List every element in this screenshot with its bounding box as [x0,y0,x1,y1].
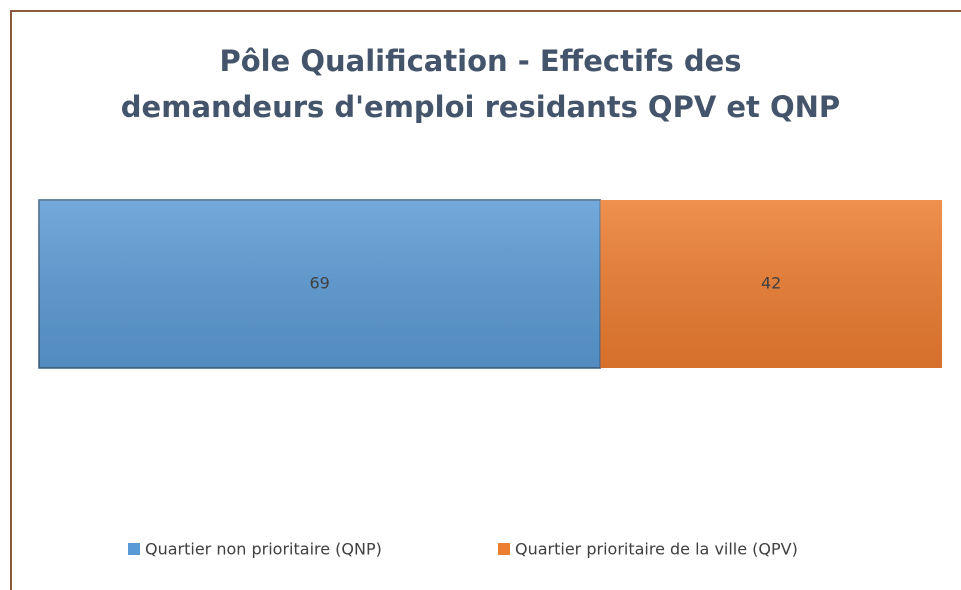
chart-title: Pôle Qualification - Effectifs des deman… [120,44,841,124]
data-label: 42 [761,274,781,293]
title-wrap: Pôle Qualification - Effectifs des deman… [0,38,961,130]
data-label: 69 [309,274,329,293]
chart-frame [10,10,961,590]
bar-shade [39,200,601,368]
legend-swatch [498,543,510,555]
legend-label: Quartier prioritaire de la ville (QPV) [515,540,798,559]
bar-shade [600,200,942,368]
legend-label: Quartier non prioritaire (QNP) [145,540,382,559]
legend-swatch [128,543,140,555]
